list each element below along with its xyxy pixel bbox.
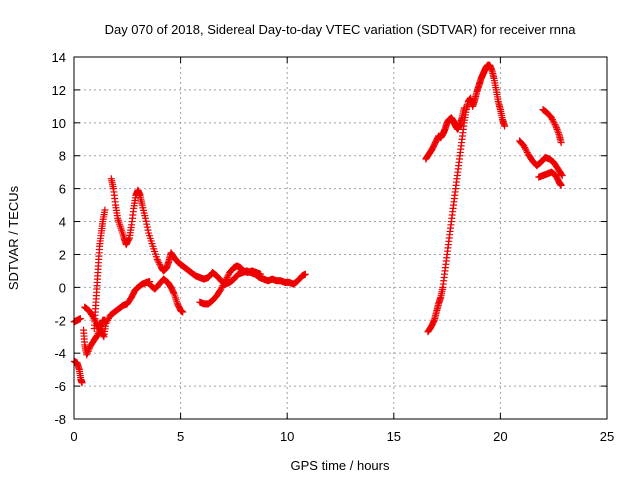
data-point xyxy=(83,351,91,359)
y-tick-label: -6 xyxy=(54,379,66,394)
data-point xyxy=(144,226,152,234)
data-point xyxy=(217,285,225,293)
data-point xyxy=(501,122,509,130)
data-point xyxy=(557,170,565,178)
plot-frame xyxy=(73,56,608,420)
data-point xyxy=(146,278,154,286)
data-point xyxy=(154,257,162,265)
data-point xyxy=(84,348,92,356)
data-point xyxy=(179,308,187,316)
series-arc-h xyxy=(196,262,265,308)
data-point xyxy=(102,320,110,328)
data-point xyxy=(143,223,151,231)
data-point xyxy=(557,139,565,147)
data-point xyxy=(557,181,565,189)
x-tick-label: 25 xyxy=(600,429,614,444)
data-point xyxy=(141,214,149,222)
data-point xyxy=(552,122,560,130)
y-tick-label: -4 xyxy=(54,346,66,361)
data-point xyxy=(85,344,93,352)
x-axis-label: GPS time / hours xyxy=(291,458,390,473)
data-point xyxy=(220,280,228,288)
data-point xyxy=(216,286,224,294)
data-point xyxy=(221,278,229,286)
data-point xyxy=(83,349,91,357)
data-point xyxy=(224,272,232,280)
data-point xyxy=(221,277,229,285)
series-arc-i xyxy=(424,61,509,336)
data-point xyxy=(552,124,560,132)
x-tick-label: 10 xyxy=(280,429,294,444)
data-point xyxy=(558,171,566,179)
y-tick-label: 10 xyxy=(52,116,66,131)
data-point xyxy=(103,318,111,326)
y-tick-label: 12 xyxy=(52,83,66,98)
data-point xyxy=(218,283,226,291)
data-point xyxy=(257,270,265,278)
series-arc-a xyxy=(70,357,86,387)
series-arc-c xyxy=(80,316,109,359)
data-point xyxy=(156,260,164,268)
series-arc-b xyxy=(70,315,84,326)
data-series xyxy=(70,61,566,387)
data-point xyxy=(549,117,557,125)
data-point xyxy=(301,270,309,278)
data-point xyxy=(553,125,561,133)
data-point xyxy=(170,289,178,297)
y-tick-label: 2 xyxy=(59,247,66,262)
data-point xyxy=(520,142,528,150)
data-point xyxy=(223,273,231,281)
y-tick-label: 4 xyxy=(59,215,66,230)
data-point xyxy=(548,116,556,124)
data-point xyxy=(222,275,230,283)
data-point xyxy=(155,259,163,267)
x-tick-label: 20 xyxy=(493,429,507,444)
data-point xyxy=(523,148,531,156)
data-point xyxy=(101,206,109,214)
data-point xyxy=(522,147,530,155)
y-axis-label: SDTVAR / TECUs xyxy=(6,185,21,290)
series-arc-g xyxy=(147,275,187,316)
data-point xyxy=(551,120,559,128)
series-arc-e xyxy=(90,206,109,332)
series-arc-l xyxy=(535,168,565,189)
data-point xyxy=(76,315,84,323)
data-point xyxy=(78,379,86,387)
x-tick-label: 15 xyxy=(387,429,401,444)
series-arc-d xyxy=(81,278,154,341)
x-tick-label: 5 xyxy=(177,429,184,444)
y-tick-label: -8 xyxy=(54,412,66,427)
data-point xyxy=(153,255,161,263)
data-point xyxy=(104,316,112,324)
series-arc-k xyxy=(516,137,566,179)
data-point xyxy=(142,217,150,225)
data-point xyxy=(125,235,133,243)
y-tick-label: 0 xyxy=(59,280,66,295)
data-point xyxy=(522,145,530,153)
series-arc-j xyxy=(422,104,468,163)
y-tick-label: 14 xyxy=(52,50,66,65)
data-point xyxy=(554,127,562,135)
series-arc-m xyxy=(539,106,565,147)
data-point xyxy=(85,346,93,354)
y-tick-label: 8 xyxy=(59,149,66,164)
axis-ticks: 0 5 10 15 20 25 -8 -6 -4 -2 0 2 4 6 8 10 12 14 xyxy=(52,50,615,444)
data-point xyxy=(460,104,468,112)
data-point xyxy=(548,114,556,122)
data-point xyxy=(430,318,438,326)
data-point xyxy=(521,144,529,151)
grid-lines xyxy=(74,57,607,419)
data-point xyxy=(550,119,558,127)
data-point xyxy=(554,129,562,137)
y-tick-label: 6 xyxy=(59,182,66,197)
data-point xyxy=(105,315,113,323)
chart-title: Day 070 of 2018, Sidereal Day-to-day VTE… xyxy=(105,22,577,37)
y-tick-label: -2 xyxy=(54,313,66,328)
data-point xyxy=(143,220,151,228)
data-point xyxy=(99,331,107,339)
series-arc-f xyxy=(107,175,309,288)
x-tick-label: 0 xyxy=(70,429,77,444)
data-point xyxy=(219,282,227,290)
